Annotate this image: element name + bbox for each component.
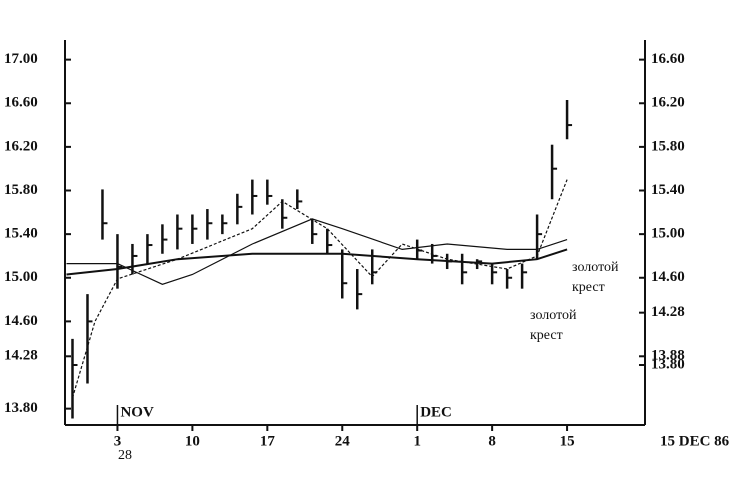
y2-tick-label: 13.88: [651, 348, 685, 364]
annotation: золотой: [530, 308, 577, 323]
y-tick-label: 14.60: [4, 313, 38, 329]
x-tick-label: 17: [260, 433, 276, 449]
y-tick-label: 15.00: [4, 269, 38, 285]
x-tick-label: 3: [114, 433, 122, 449]
x-tick-label: 24: [335, 433, 351, 449]
annotation: крест: [572, 280, 605, 295]
annotation: золотой: [572, 260, 619, 275]
y-tick-label: 13.80: [4, 400, 38, 416]
y2-tick-label: 15.40: [651, 182, 685, 198]
month-label: DEC: [420, 404, 452, 420]
x-tick-label: 15: [560, 433, 575, 449]
moving-average: [66, 218, 568, 285]
y2-tick-label: 15.00: [651, 226, 685, 242]
y-tick-label: 15.40: [4, 226, 38, 242]
y2-tick-label: 16.60: [651, 51, 685, 67]
x-tick-label: 1: [413, 433, 421, 449]
x-tick-label: 10: [185, 433, 200, 449]
annotation: крест: [530, 328, 563, 343]
y-tick-label: 14.28: [4, 348, 38, 364]
y-tick-label: 16.20: [4, 138, 38, 154]
x-axis-label: 15 DEC 86: [660, 433, 730, 449]
y2-tick-label: 14.60: [651, 269, 685, 285]
y-tick-label: 16.60: [4, 95, 38, 111]
y2-tick-label: 13.80: [651, 356, 685, 372]
month-label: NOV: [120, 404, 153, 420]
y-tick-label: 15.80: [4, 182, 38, 198]
moving-average: [71, 179, 568, 398]
y-tick-label: 17.00: [4, 51, 38, 67]
y2-tick-label: 16.20: [651, 95, 685, 111]
page-number: 28: [118, 448, 132, 463]
y2-tick-label: 14.28: [651, 304, 685, 320]
x-tick-label: 8: [488, 433, 496, 449]
y2-tick-label: 15.80: [651, 138, 685, 154]
